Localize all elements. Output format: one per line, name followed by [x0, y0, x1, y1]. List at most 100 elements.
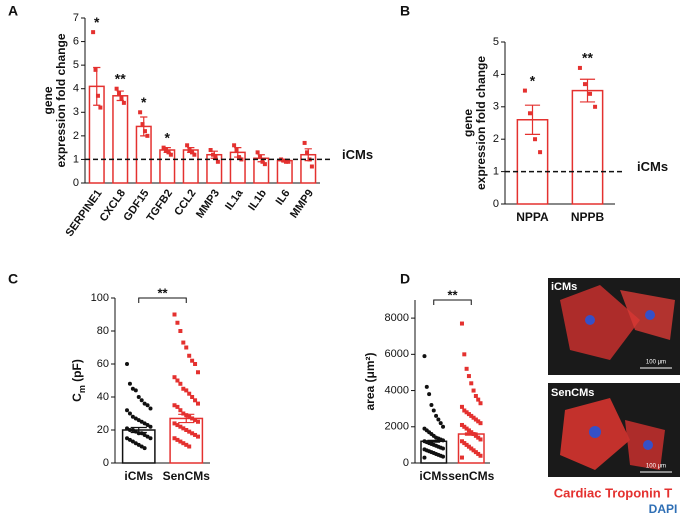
- point: [192, 152, 197, 157]
- error-bar: [93, 66, 101, 106]
- point: [431, 408, 436, 413]
- point: [164, 148, 169, 152]
- point: [133, 388, 138, 393]
- point: [190, 358, 195, 363]
- point: [142, 446, 147, 451]
- point: [459, 404, 464, 409]
- point: [145, 434, 150, 439]
- point: [208, 148, 213, 152]
- point: [593, 104, 598, 109]
- point: [441, 454, 446, 459]
- point: [140, 122, 145, 127]
- y-tick-label: 4000: [385, 384, 409, 396]
- point: [215, 159, 220, 164]
- point: [130, 439, 135, 444]
- significance: **: [115, 70, 126, 86]
- point: [533, 137, 538, 142]
- point: [127, 381, 132, 386]
- y-axis-label-sub: m: [77, 385, 87, 393]
- point: [130, 414, 135, 419]
- point: [168, 152, 173, 157]
- point: [125, 436, 130, 441]
- point: [95, 93, 100, 98]
- x-tick-label: MMP3: [194, 188, 222, 221]
- point: [142, 432, 147, 437]
- point: [178, 408, 183, 413]
- point: [148, 424, 153, 429]
- y-tick-label: 3: [493, 101, 499, 113]
- point: [175, 404, 180, 409]
- y-tick-label: 40: [97, 391, 109, 403]
- point: [178, 329, 183, 333]
- panel-label: C: [8, 271, 18, 287]
- point: [142, 401, 147, 406]
- point: [305, 150, 310, 155]
- point: [181, 441, 186, 446]
- point: [527, 111, 532, 116]
- point: [130, 386, 135, 391]
- point: [588, 91, 593, 96]
- point: [181, 426, 186, 431]
- point: [286, 159, 291, 164]
- point: [172, 403, 177, 408]
- point: [190, 395, 195, 399]
- y-axis-label: gene: [41, 86, 55, 114]
- point: [127, 411, 132, 416]
- point: [309, 164, 314, 169]
- point: [473, 417, 478, 422]
- y-axis-label-part: (pF): [70, 359, 84, 385]
- point: [175, 320, 180, 325]
- point: [136, 395, 141, 399]
- point: [145, 423, 150, 428]
- y-tick-label: 20: [97, 424, 109, 436]
- point: [471, 388, 476, 393]
- point: [172, 421, 177, 426]
- point: [476, 451, 481, 456]
- point: [148, 406, 153, 411]
- point: [459, 439, 464, 444]
- point: [538, 150, 543, 155]
- point: [441, 446, 446, 451]
- y-tick-label: 2000: [385, 421, 409, 433]
- point: [464, 426, 469, 431]
- point: [175, 423, 180, 428]
- point: [121, 100, 126, 105]
- point: [125, 426, 130, 431]
- point: [255, 150, 260, 155]
- y-tick-label: 60: [97, 358, 109, 370]
- point: [522, 88, 527, 93]
- point: [91, 30, 96, 35]
- point: [429, 403, 434, 408]
- point: [142, 129, 147, 134]
- point: [172, 312, 177, 317]
- panel-label: B: [400, 3, 410, 19]
- point: [478, 453, 483, 458]
- error-bar: [579, 78, 596, 103]
- y-tick-label: 1: [73, 153, 79, 165]
- point: [136, 431, 141, 436]
- scale-label: 100 μm: [646, 360, 666, 366]
- point: [469, 430, 474, 435]
- y-tick-label: 100: [91, 292, 109, 304]
- y-tick-label: 3: [73, 106, 79, 118]
- y-tick-label: 5: [493, 36, 499, 48]
- point: [195, 401, 200, 406]
- y-axis-label-part: C: [70, 393, 84, 402]
- x-tick-label: NPPA: [516, 210, 549, 224]
- micrograph-sencms: [548, 383, 680, 477]
- significance: **: [582, 50, 593, 66]
- point: [187, 353, 192, 358]
- point: [187, 429, 192, 434]
- point: [476, 419, 481, 424]
- point: [466, 412, 471, 417]
- point: [185, 143, 190, 148]
- point: [166, 150, 171, 155]
- error-bar: [524, 104, 541, 135]
- point: [459, 422, 464, 427]
- point: [184, 442, 189, 447]
- point: [93, 67, 98, 72]
- point: [232, 143, 237, 148]
- point: [178, 381, 183, 386]
- point: [469, 413, 474, 418]
